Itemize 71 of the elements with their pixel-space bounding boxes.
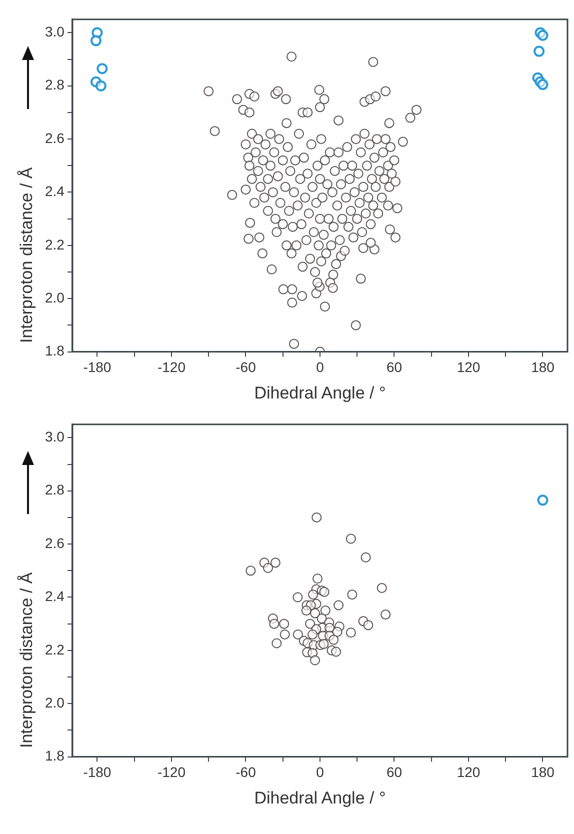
point <box>363 620 374 630</box>
point <box>346 628 356 638</box>
point <box>312 574 323 584</box>
x-tick-label: 0 <box>316 764 324 780</box>
y-tick-label: 1.8 <box>44 342 65 359</box>
point <box>292 592 303 602</box>
point <box>308 590 318 600</box>
point <box>380 610 391 620</box>
x-tick-label: -60 <box>236 359 256 376</box>
point <box>346 534 356 544</box>
point <box>537 494 548 506</box>
x-tick-label: 180 <box>531 764 555 780</box>
point <box>301 606 312 616</box>
point <box>270 558 280 568</box>
y-tick-label: 2.2 <box>44 236 65 252</box>
point <box>334 600 344 610</box>
y-tick-label: 2.4 <box>44 588 65 604</box>
point <box>90 35 102 46</box>
x-tick-label: 120 <box>456 764 480 780</box>
x-tick-label: 120 <box>456 359 480 376</box>
x-tick-label: 60 <box>386 764 402 780</box>
y-tick-label: 3.0 <box>44 24 65 40</box>
point <box>310 608 320 618</box>
point <box>272 638 282 648</box>
point <box>328 634 339 645</box>
y-tick-label: 2.4 <box>44 183 65 200</box>
y-tick-label: 2.2 <box>44 641 65 658</box>
point <box>319 586 330 597</box>
point <box>376 582 387 593</box>
x-tick-label: 0 <box>316 359 324 376</box>
y-tick-label: 2.0 <box>44 694 65 710</box>
y-tick-label: 2.6 <box>44 130 65 146</box>
point <box>279 618 290 629</box>
point <box>537 30 548 41</box>
point <box>292 629 303 640</box>
y-axis-title: Interproton distance / Å <box>16 572 37 748</box>
point <box>95 80 106 92</box>
point <box>310 655 320 666</box>
point <box>316 614 327 624</box>
x-axis-title: Dihedral Angle / ° <box>254 383 386 402</box>
x-tick-label: 180 <box>531 359 555 376</box>
x-axis-title: Dihedral Angle / ° <box>254 788 386 808</box>
point <box>269 618 280 629</box>
point <box>308 629 318 640</box>
y-tick-label: 2.8 <box>44 76 65 93</box>
point <box>320 606 330 616</box>
y-axis-title: Interproton distance / Å <box>16 167 37 343</box>
x-tick-label: 60 <box>386 359 402 376</box>
point <box>331 646 342 657</box>
y-tick-label: 2.8 <box>44 482 65 498</box>
point <box>280 629 290 640</box>
y-tick-label: 1.8 <box>44 748 65 764</box>
point <box>332 626 342 637</box>
y-tick-label: 2.6 <box>44 534 65 551</box>
x-tick-label: -180 <box>83 764 112 780</box>
y-tick-label: 2.0 <box>44 289 65 306</box>
point <box>246 566 256 576</box>
point <box>534 46 545 57</box>
point <box>318 639 329 650</box>
point <box>347 590 358 600</box>
point <box>96 63 108 74</box>
point <box>537 79 548 90</box>
x-tick-label: -60 <box>236 764 256 780</box>
x-tick-label: -120 <box>157 359 186 376</box>
point <box>312 512 322 522</box>
y-tick-label: 3.0 <box>44 428 65 445</box>
x-tick-label: -120 <box>157 764 186 780</box>
x-tick-label: -180 <box>83 359 112 376</box>
point <box>360 552 371 562</box>
point <box>263 562 273 573</box>
point <box>305 618 316 629</box>
